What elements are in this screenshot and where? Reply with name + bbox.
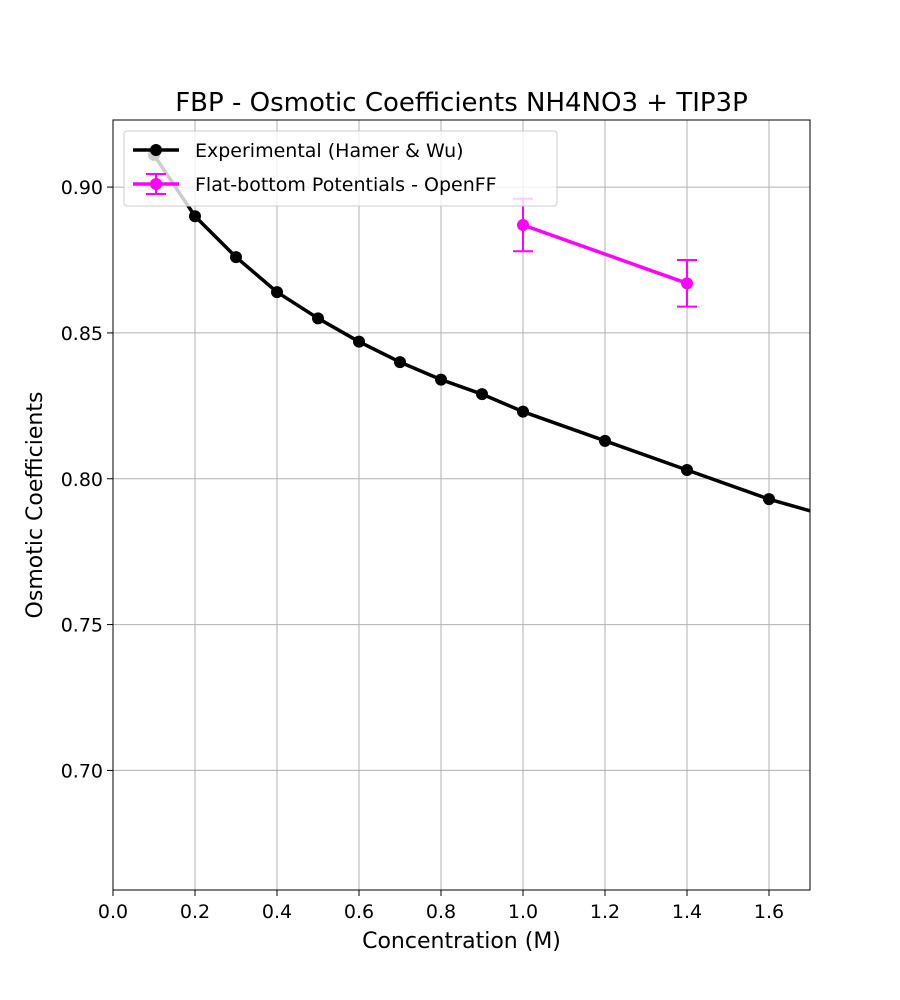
x-tick-label: 0.6 (344, 901, 374, 923)
data-point (312, 312, 324, 325)
x-tick-label: 1.4 (672, 901, 702, 923)
x-axis-label: Concentration (M) (362, 929, 561, 954)
series-line (522, 223, 688, 285)
x-tick-label: 0.4 (262, 901, 292, 923)
plot-background (113, 120, 810, 890)
data-point (517, 219, 529, 231)
x-tick-label: 0.8 (426, 901, 456, 923)
data-point (681, 277, 693, 290)
y-tick-label: 0.90 (61, 177, 103, 199)
x-tick-label: 1.6 (754, 901, 784, 923)
data-point (845, 517, 857, 529)
data-point (435, 373, 447, 386)
y-tick-label: 0.70 (61, 760, 103, 782)
data-point (353, 335, 365, 348)
chart-title: FBP - Osmotic Coefficients NH4NO3 + TIP3… (175, 88, 748, 118)
data-point (271, 286, 283, 299)
axis-ticks: 0.0 0.2 0.4 0.6 0.8 1.0 1.2 1.4 1.6 0.70 0.75 0.80 0… (61, 177, 784, 923)
data-point (681, 464, 693, 476)
y-tick-label: 0.75 (61, 615, 103, 637)
data-point (189, 210, 201, 223)
legend-marker-experimental (150, 144, 162, 156)
legend-box (123, 130, 558, 207)
y-axis-label: Osmotic Coefficients (23, 392, 48, 619)
x-tick-label: 1.2 (590, 901, 620, 923)
legend: Experimental (Hamer & Wu) Flat-bottom Po… (123, 130, 558, 207)
x-tick-label: 1.0 (508, 901, 538, 923)
series-0 (148, 149, 857, 529)
x-tick-label: 0.2 (180, 901, 210, 923)
legend-marker-openff (150, 178, 162, 190)
series-line (152, 154, 810, 513)
data-point (476, 388, 488, 401)
data-point (517, 405, 529, 418)
data-point (599, 434, 611, 447)
legend-label-openff: Flat-bottom Potentials - OpenFF (195, 174, 497, 196)
y-tick-label: 0.80 (61, 469, 103, 491)
data-point (230, 251, 242, 264)
plot-frame (112, 119, 811, 891)
data-point (763, 493, 775, 506)
x-tick-label: 0.0 (98, 901, 128, 923)
legend-label-experimental: Experimental (Hamer & Wu) (195, 140, 464, 162)
data-point (394, 356, 406, 369)
y-tick-label: 0.85 (61, 323, 103, 345)
